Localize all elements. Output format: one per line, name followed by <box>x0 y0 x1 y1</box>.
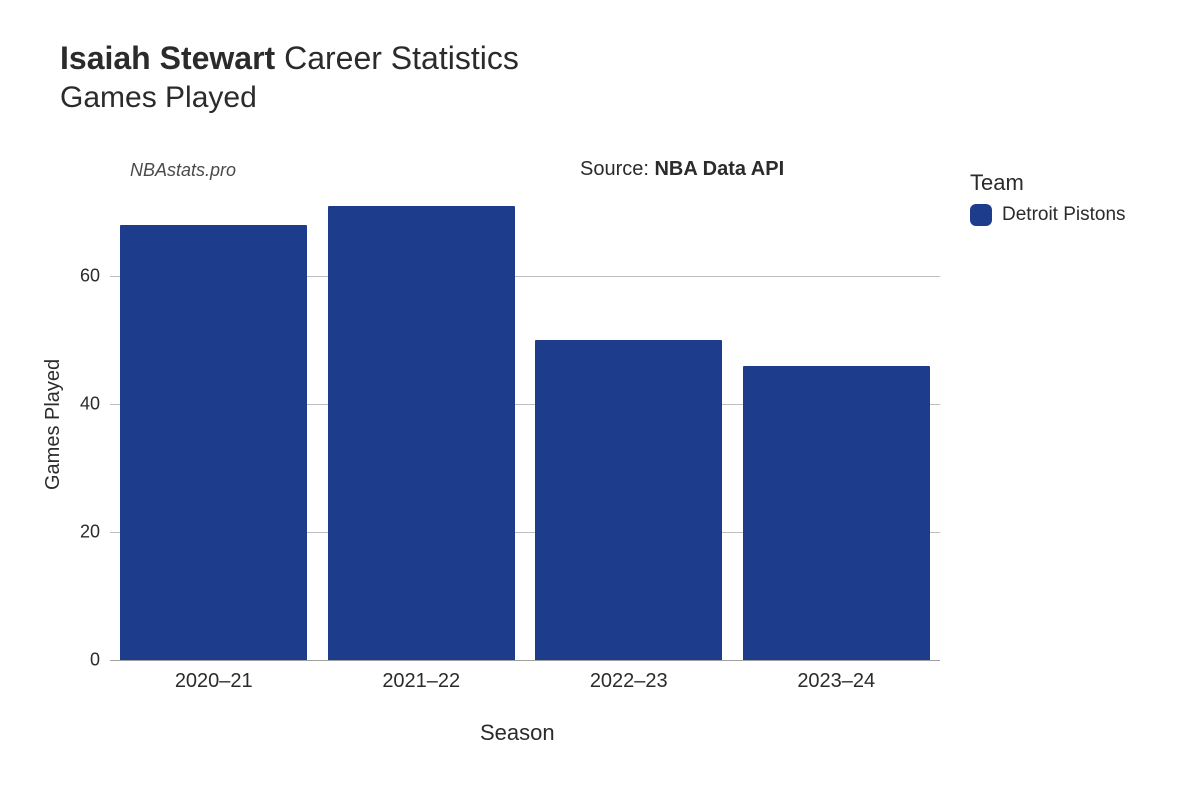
watermark-text: NBAstats.pro <box>130 160 236 181</box>
x-tick-label: 2023–24 <box>797 660 875 693</box>
bar <box>743 366 930 660</box>
bar <box>535 340 722 660</box>
chart-title-line1: Isaiah Stewart Career Statistics <box>60 38 519 78</box>
y-tick-label: 40 <box>80 394 110 415</box>
x-tick-label: 2021–22 <box>382 660 460 693</box>
x-axis-title: Season <box>480 720 555 746</box>
legend-label: Detroit Pistons <box>1002 204 1126 226</box>
plot-area: 02040602020–212021–222022–232023–24 <box>110 180 940 660</box>
chart-subtitle: Games Played <box>60 78 519 117</box>
legend-item: Detroit Pistons <box>970 204 1126 226</box>
legend: Team Detroit Pistons <box>970 170 1126 226</box>
legend-title: Team <box>970 170 1126 196</box>
chart-title-block: Isaiah Stewart Career Statistics Games P… <box>60 38 519 117</box>
source-prefix: Source: <box>580 158 654 180</box>
bar <box>328 206 515 660</box>
y-tick-label: 20 <box>80 522 110 543</box>
y-tick-label: 60 <box>80 266 110 287</box>
player-name: Isaiah Stewart <box>60 40 275 76</box>
bar <box>120 225 307 660</box>
source-name: NBA Data API <box>654 158 784 180</box>
x-tick-label: 2020–21 <box>175 660 253 693</box>
x-tick-label: 2022–23 <box>590 660 668 693</box>
chart-container: Isaiah Stewart Career Statistics Games P… <box>0 0 1200 800</box>
y-axis-title: Games Played <box>42 359 65 490</box>
title-suffix: Career Statistics <box>275 40 519 76</box>
y-tick-label: 0 <box>90 650 110 671</box>
source-attribution: Source: NBA Data API <box>580 158 784 181</box>
legend-swatch <box>970 204 992 226</box>
